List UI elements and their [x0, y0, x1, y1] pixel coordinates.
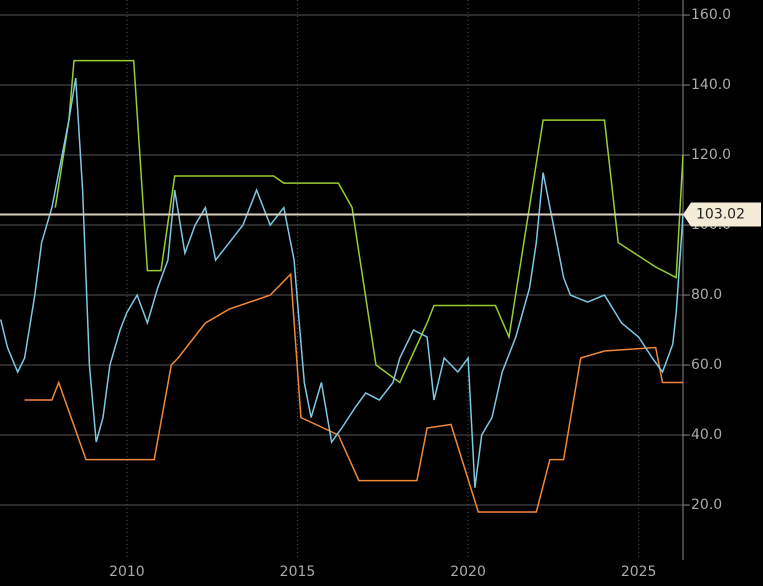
x-tick-label: 2020 — [450, 564, 486, 580]
y-tick-label: 140.0 — [691, 77, 731, 93]
price-line — [24, 272, 683, 513]
y-tick-label: 160.0 — [691, 7, 731, 23]
x-tick-label: 2015 — [280, 564, 316, 580]
x-tick-label: 2025 — [621, 564, 657, 580]
y-tick-label: 80.0 — [691, 287, 722, 303]
price-line — [54, 59, 684, 384]
last-price-badge — [683, 202, 761, 227]
y-tick-label: 20.0 — [691, 497, 722, 513]
y-tick-label: 40.0 — [691, 427, 722, 443]
price-line — [0, 77, 684, 488]
x-tick-label: 2010 — [109, 564, 145, 580]
last-price-label: 103.02 — [696, 206, 745, 222]
y-tick-label: 120.0 — [691, 147, 731, 163]
y-tick-label: 60.0 — [691, 357, 722, 373]
